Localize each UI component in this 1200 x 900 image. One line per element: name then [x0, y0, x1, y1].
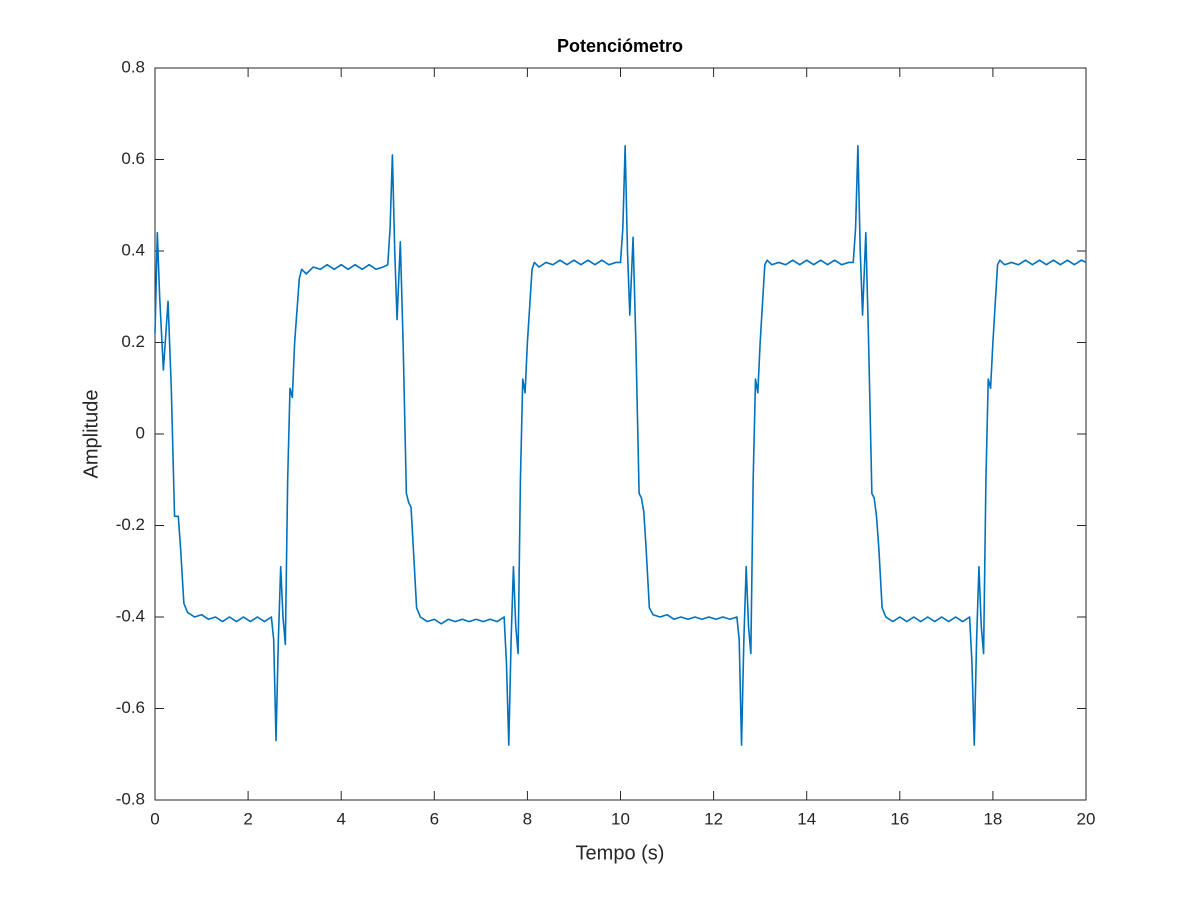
y-tick-label: 0.2	[121, 332, 145, 351]
x-tick-label: 6	[430, 809, 439, 828]
y-tick-label: -0.4	[116, 606, 145, 625]
y-tick-label: 0.8	[121, 57, 145, 76]
y-tick-label: -0.6	[116, 698, 145, 717]
chart-title: Potenciómetro	[557, 36, 683, 56]
x-axis-label: Tempo (s)	[576, 842, 665, 864]
x-tick-label: 12	[704, 809, 723, 828]
x-tick-label: 4	[336, 809, 345, 828]
x-tick-label: 14	[797, 809, 816, 828]
y-tick-label: 0	[136, 423, 145, 442]
x-tick-label: 18	[983, 809, 1002, 828]
y-tick-label: 0.6	[121, 149, 145, 168]
x-tick-label: 8	[523, 809, 532, 828]
y-tick-label: -0.8	[116, 789, 145, 808]
x-tick-label: 0	[150, 809, 159, 828]
y-tick-label: 0.4	[121, 240, 145, 259]
y-axis-label: Amplitude	[80, 390, 102, 479]
x-tick-label: 20	[1077, 809, 1096, 828]
x-tick-label: 2	[243, 809, 252, 828]
data-line	[154, 144, 1087, 746]
y-tick-label: -0.2	[116, 515, 145, 534]
x-tick-label: 16	[890, 809, 909, 828]
x-tick-label: 10	[611, 809, 630, 828]
